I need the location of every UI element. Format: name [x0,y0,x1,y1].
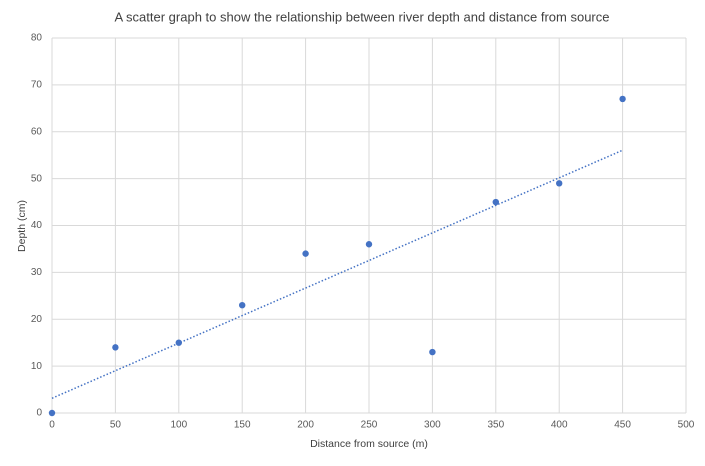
x-tick-label: 250 [361,420,378,431]
data-point [48,409,56,417]
data-point [492,198,499,206]
x-tick-label: 450 [614,420,631,431]
x-tick-label: 500 [678,420,695,431]
y-tick-label: 10 [31,361,43,372]
y-tick-label: 0 [36,408,42,419]
data-point [175,339,182,346]
x-tick-label: 300 [424,420,441,431]
x-tick-label: 350 [487,420,504,431]
data-point [619,95,626,103]
y-tick-label: 80 [31,33,43,44]
data-point [429,348,436,356]
data-point [239,301,246,309]
y-tick-label: 30 [31,267,43,278]
data-point [302,250,309,257]
data-point [365,241,373,248]
x-tick-label: 400 [551,420,568,431]
y-tick-label: 20 [31,314,43,325]
y-tick-label: 60 [31,126,43,137]
y-tick-label: 40 [31,220,43,231]
y-tick-label: 70 [31,80,43,91]
chart-title: A scatter graph to show the relationship… [114,9,609,24]
y-axis-title: Depth (cm) [16,200,28,252]
data-point [556,180,563,187]
x-tick-label: 100 [170,420,187,431]
x-tick-label: 50 [110,420,122,431]
x-tick-label: 0 [49,420,55,431]
x-tick-label: 150 [234,420,251,431]
x-axis-title: Distance from source (m) [310,438,428,450]
x-tick-label: 200 [297,420,314,431]
trendline [51,149,623,399]
data-point [112,344,119,351]
y-tick-label: 50 [31,173,43,184]
